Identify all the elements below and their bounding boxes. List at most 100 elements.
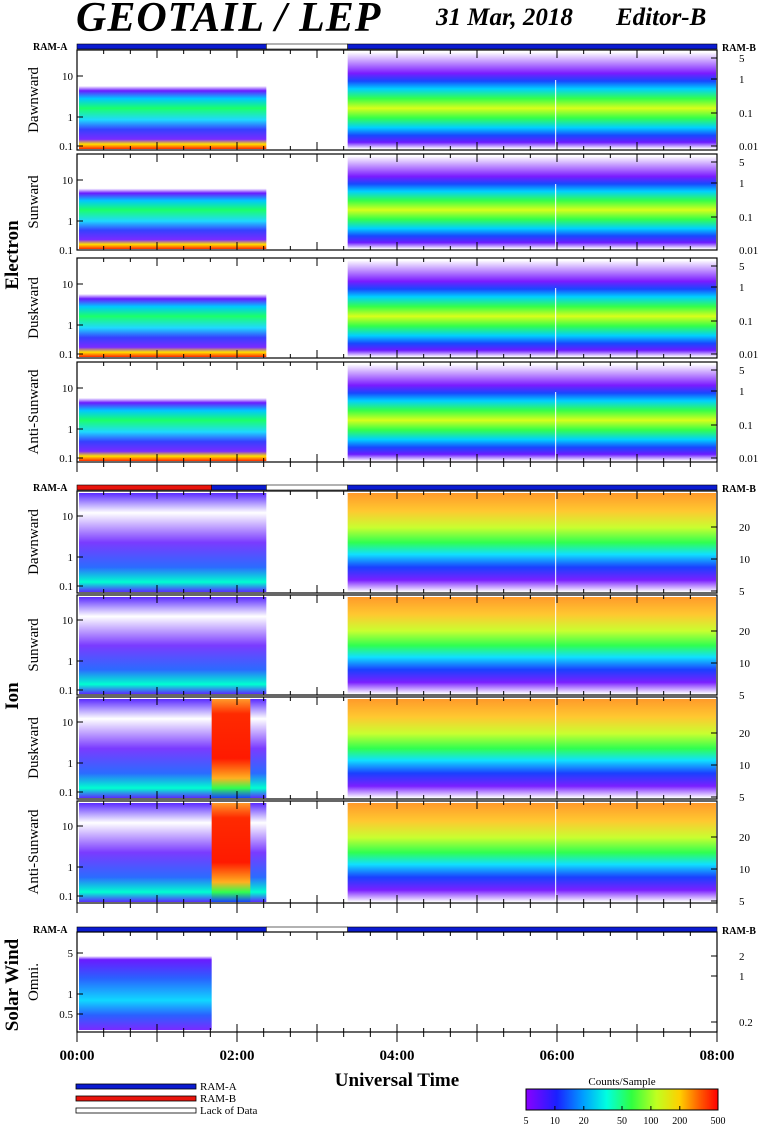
panel-heat-low [79,52,267,149]
ram-b-label: RAM-B [722,926,756,937]
left-tick-label: 1 [68,424,74,436]
x-tick-label: 02:00 [220,1048,255,1064]
group-label: Ion [2,682,23,710]
left-tick-label: 10 [62,71,74,83]
legend-label: RAM-A [200,1081,237,1093]
left-tick-label: 10 [62,383,74,395]
colorbar-tick-label: 5 [524,1116,529,1127]
right-tick-label: 20 [739,728,751,740]
panel-heat-low [79,364,267,461]
panel-heat-low [79,260,267,357]
right-tick-label: 1 [739,282,745,294]
right-tick-label: 20 [739,626,751,638]
left-tick-label: 1 [68,552,74,564]
legend-swatch [75,1083,197,1090]
panel-heat-burst [211,803,251,902]
ram-b-label: RAM-B [722,43,756,54]
left-tick-label: 10 [62,717,74,729]
right-tick-label: 0.1 [739,108,753,120]
status-bar-segment [76,926,267,933]
figure-editor: Editor-B [616,4,707,31]
panel-heat-high [347,803,716,902]
panel-label: Anti-Sunward [26,369,42,454]
right-tick-label: 2 [739,951,745,963]
right-tick-label: 20 [739,522,751,534]
colorbar-tick-label: 10 [550,1116,560,1127]
left-tick-label: 10 [62,175,74,187]
panel-label: Omni. [26,963,42,1001]
colorbar-tick-label: 500 [711,1116,726,1127]
panel-label: Dawnward [26,509,42,575]
status-bar-segment [76,43,267,50]
right-tick-label: 0.2 [739,1017,753,1029]
left-tick-label: 1 [68,758,74,770]
status-bar-segment [76,484,212,491]
panel-heat-high [347,597,716,694]
panel-heat-burst [211,699,251,798]
colorbar-tick-label: 200 [672,1116,687,1127]
right-tick-label: 10 [739,864,751,876]
status-bar-segment [347,926,718,933]
x-axis-label: Universal Time [335,1070,459,1091]
panel-label: Duskward [26,277,42,339]
panel-label: Dawnward [26,67,42,133]
panel-heat-low [79,597,267,694]
ram-b-label: RAM-B [722,484,756,495]
colorbar-title: Counts/Sample [588,1076,655,1088]
group-label: Electron [2,220,23,290]
left-tick-label: 10 [62,615,74,627]
right-tick-label: 0.01 [739,453,758,465]
group-label: Solar Wind [2,938,23,1031]
right-tick-label: 1 [739,386,745,398]
left-tick-label: 0.1 [59,141,73,153]
right-tick-label: 5 [739,365,745,377]
left-tick-label: 1 [68,320,74,332]
legend-label: Lack of Data [200,1105,258,1117]
status-bar-segment [266,43,348,50]
left-tick-label: 10 [62,279,74,291]
x-tick-label: 00:00 [60,1048,95,1064]
figure-date: 31 Mar, 2018 [436,4,573,31]
left-tick-label: 10 [62,511,74,523]
ram-a-label: RAM-A [33,42,68,53]
left-tick-label: 1 [68,862,74,874]
right-tick-label: 5 [739,792,745,804]
panel-heat-low [79,956,212,1030]
right-tick-label: 10 [739,658,751,670]
left-tick-label: 1 [68,656,74,668]
x-tick-label: 06:00 [540,1048,575,1064]
right-tick-label: 10 [739,554,751,566]
panel-heat-high [347,260,716,357]
left-tick-label: 1 [68,989,74,1001]
panel-heat-high [347,156,716,249]
panel-heat-high [347,364,716,461]
right-tick-label: 0.01 [739,141,758,153]
left-tick-label: 0.1 [59,245,73,257]
colorbar-tick-label: 20 [579,1116,589,1127]
left-tick-label: 1 [68,216,74,228]
right-tick-label: 0.1 [739,316,753,328]
right-tick-label: 1 [739,971,745,983]
ram-a-label: RAM-A [33,925,68,936]
right-tick-label: 5 [739,896,745,908]
right-tick-label: 0.01 [739,349,758,361]
right-tick-label: 1 [739,74,745,86]
status-bar-segment [347,484,718,491]
left-tick-label: 5 [68,948,74,960]
x-tick-label: 04:00 [380,1048,415,1064]
status-bar-segment [266,484,348,491]
panel-heat-high [347,493,716,592]
right-tick-label: 5 [739,261,745,273]
left-tick-label: 0.1 [59,891,73,903]
right-tick-label: 0.1 [739,420,753,432]
right-tick-label: 20 [739,832,751,844]
panel-heat-high [347,699,716,798]
status-bar-segment [211,484,267,491]
left-tick-label: 0.5 [59,1009,73,1021]
legend-swatch [75,1095,197,1102]
ram-a-label: RAM-A [33,483,68,494]
panel-label: Duskward [26,717,42,779]
left-tick-label: 1 [68,112,74,124]
left-tick-label: 0.1 [59,349,73,361]
